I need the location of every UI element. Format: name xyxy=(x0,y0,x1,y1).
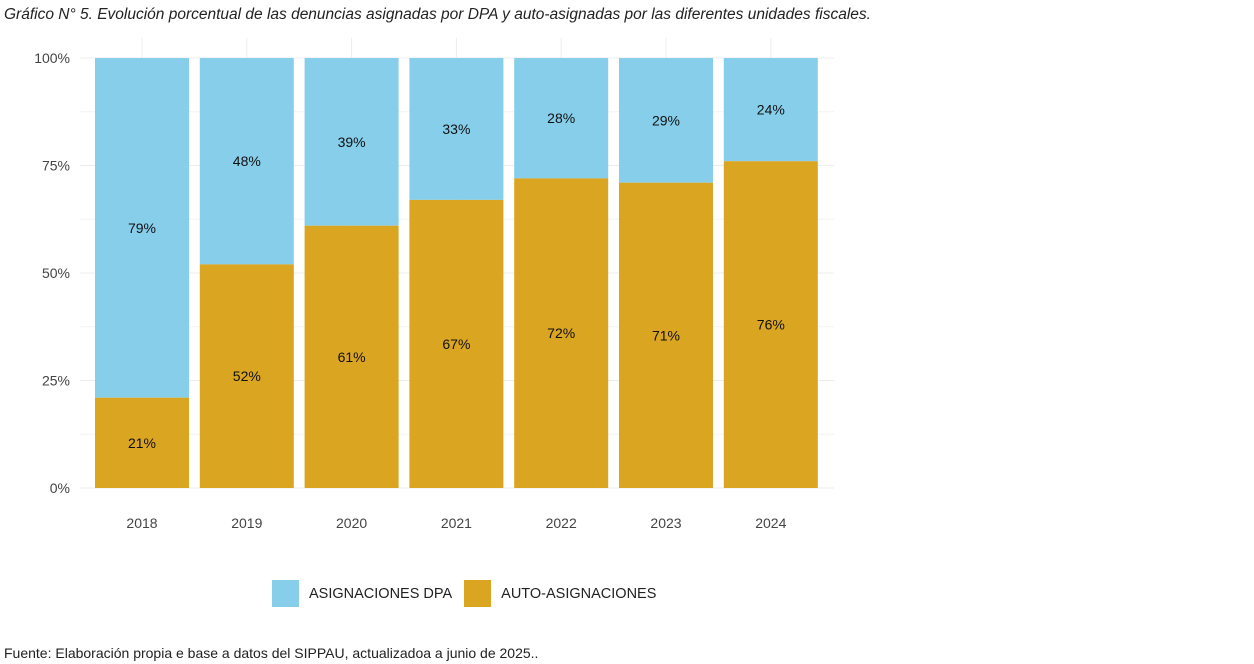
bar-auto-2018 xyxy=(95,397,189,488)
y-tick-label: 50% xyxy=(42,265,70,281)
legend-item-dpa: ASIGNACIONES DPA xyxy=(272,580,452,607)
x-tick-label: 2023 xyxy=(650,515,681,531)
y-tick-label: 100% xyxy=(34,50,70,66)
legend-label-auto: AUTO-ASIGNACIONES xyxy=(501,585,657,602)
chart-title: Gráfico N° 5. Evolución porcentual de la… xyxy=(4,6,871,23)
y-tick-label: 25% xyxy=(42,373,70,389)
y-tick-label: 0% xyxy=(50,480,70,496)
bar-dpa-2021 xyxy=(409,58,504,200)
bar-auto-2024 xyxy=(723,161,818,488)
x-tick-label: 2024 xyxy=(755,515,786,531)
bar-dpa-2024 xyxy=(723,58,818,162)
legend-label-dpa: ASIGNACIONES DPA xyxy=(309,585,453,602)
legend-swatch-auto xyxy=(464,580,492,607)
source-note: Fuente: Elaboración propia e base a dato… xyxy=(4,645,539,661)
x-tick-label: 2021 xyxy=(441,515,472,531)
bar-label-dpa: 29% xyxy=(652,112,680,128)
bar-label-auto: 72% xyxy=(547,325,575,341)
bar-label-auto: 76% xyxy=(757,317,785,333)
bar-label-auto: 67% xyxy=(442,336,470,352)
bar-label-dpa: 28% xyxy=(547,110,575,126)
bar-dpa-2023 xyxy=(619,58,713,183)
bar-auto-2023 xyxy=(619,182,713,488)
x-tick-label: 2019 xyxy=(231,515,262,531)
x-tick-label: 2020 xyxy=(336,515,367,531)
x-tick-label: 2022 xyxy=(546,515,577,531)
bar-auto-2019 xyxy=(199,264,294,488)
bar-label-auto: 52% xyxy=(233,368,261,384)
bar-label-auto: 61% xyxy=(338,349,366,365)
bar-dpa-2022 xyxy=(514,58,609,179)
bar-auto-2021 xyxy=(409,199,504,488)
bar-auto-2020 xyxy=(304,225,399,488)
bar-label-dpa: 39% xyxy=(338,134,366,150)
bar-dpa-2019 xyxy=(199,58,294,265)
legend: ASIGNACIONES DPA AUTO-ASIGNACIONES xyxy=(272,580,668,607)
bar-label-auto: 71% xyxy=(652,327,680,343)
bar-label-dpa: 33% xyxy=(442,121,470,137)
x-tick-label: 2018 xyxy=(126,515,157,531)
bar-dpa-2018 xyxy=(95,58,189,398)
y-tick-label: 75% xyxy=(42,158,70,174)
bar-label-dpa: 48% xyxy=(233,153,261,169)
legend-swatch-dpa xyxy=(272,580,299,607)
bar-auto-2022 xyxy=(514,178,609,488)
legend-item-auto: AUTO-ASIGNACIONES xyxy=(464,580,656,607)
bar-label-dpa: 24% xyxy=(757,102,785,118)
bar-label-auto: 21% xyxy=(128,435,156,451)
bar-dpa-2020 xyxy=(304,58,399,226)
bar-label-dpa: 79% xyxy=(128,220,156,236)
